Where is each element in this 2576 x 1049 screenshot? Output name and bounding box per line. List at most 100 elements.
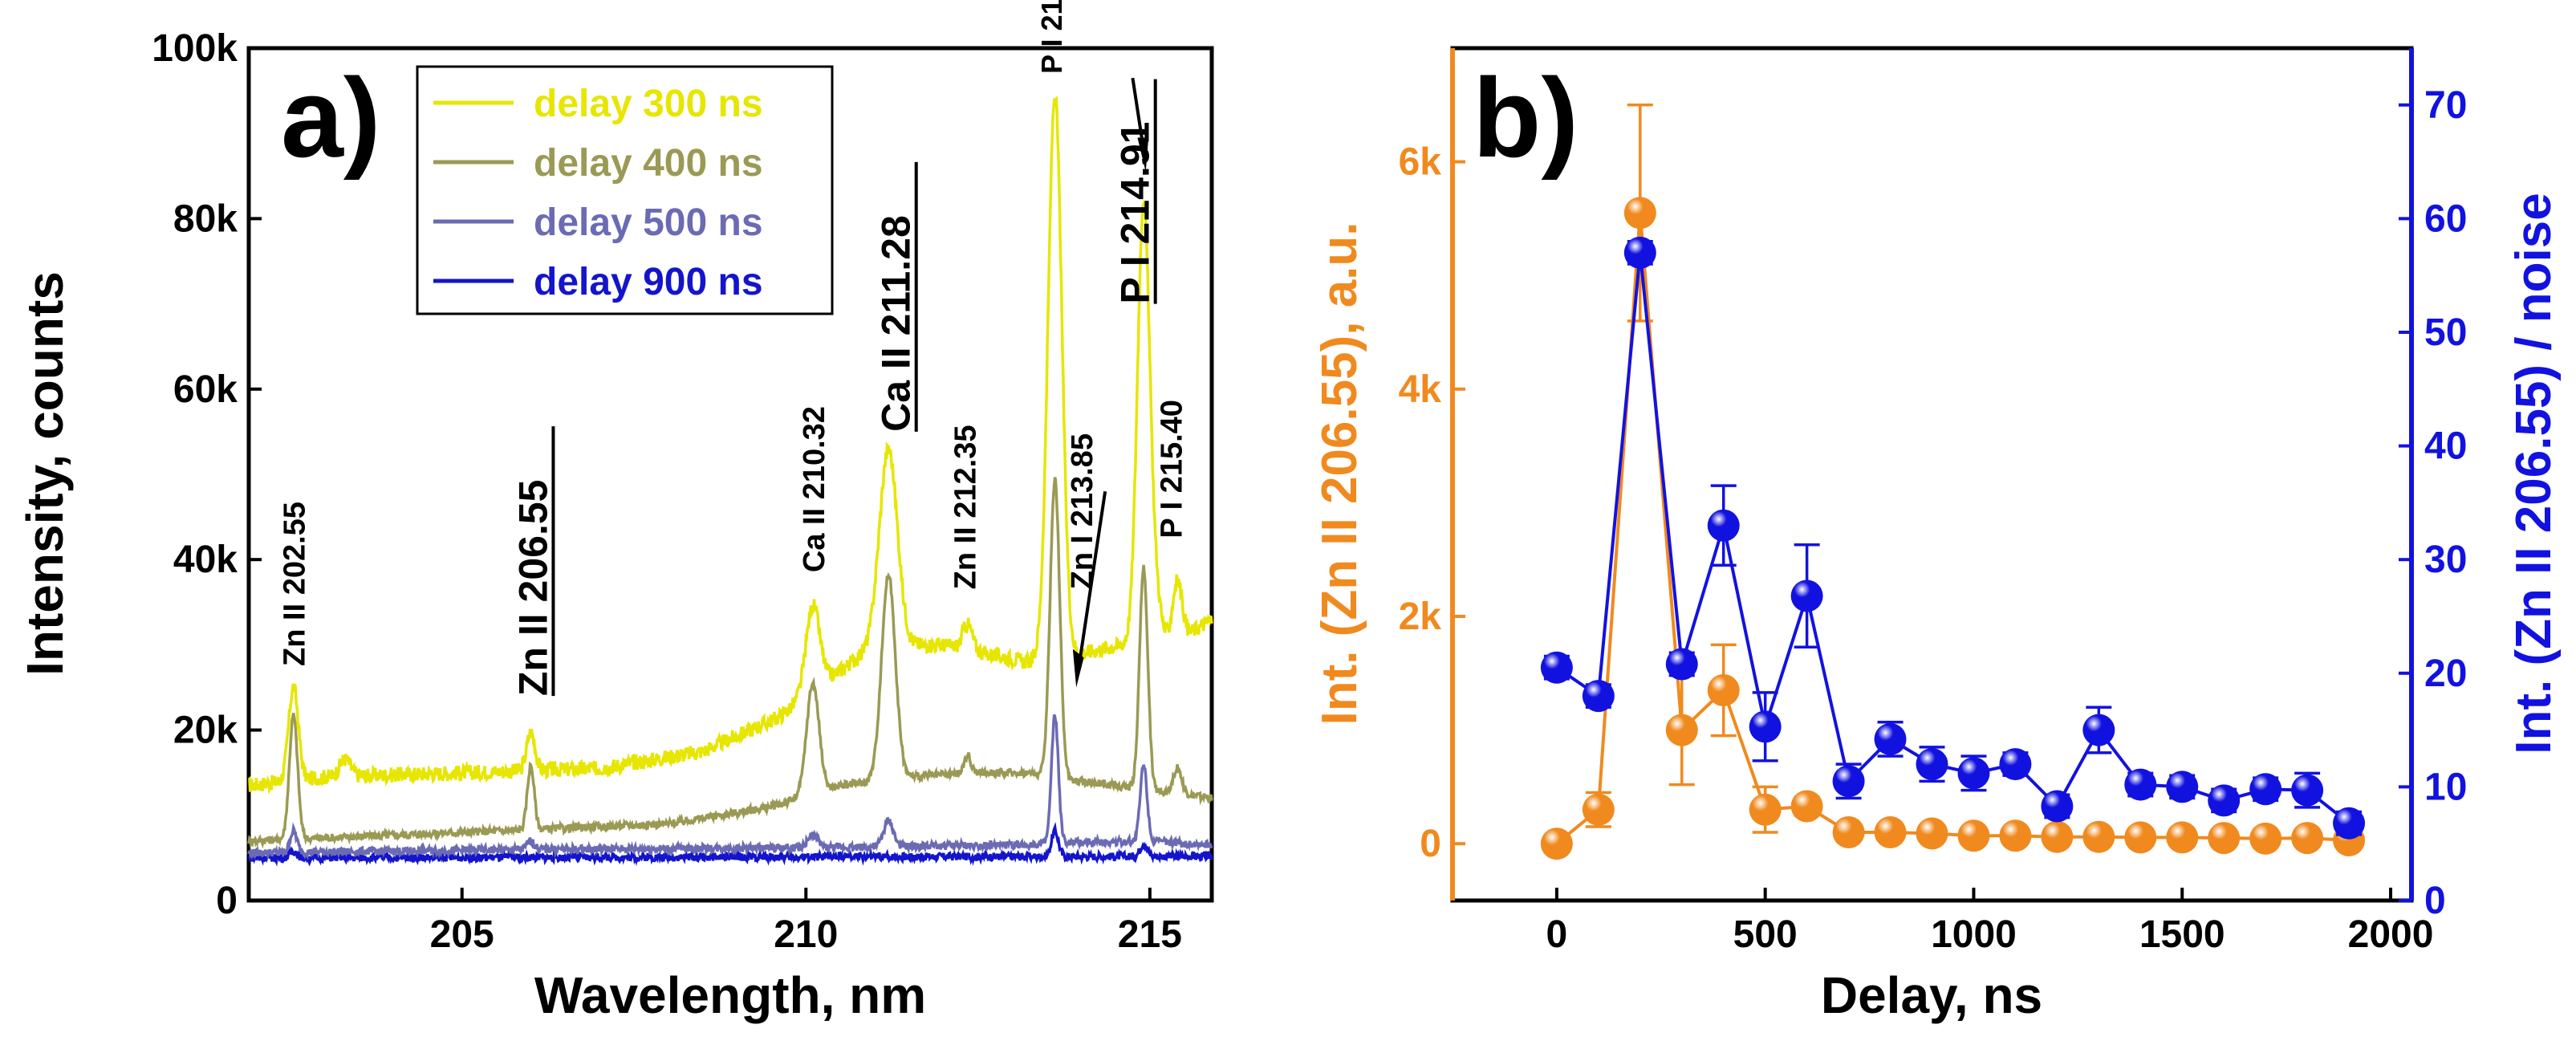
legend-entry: delay 500 ns xyxy=(534,201,763,244)
y-right-tick-label: 50 xyxy=(2424,311,2467,354)
data-point xyxy=(1707,674,1740,707)
panel-a-ylabel: Intensity, counts xyxy=(16,271,74,676)
panel-b-ylabel-right: Int. (Zn II 206.55) / noise xyxy=(2506,193,2562,754)
peak-annotation-text: P I 215.40 xyxy=(1156,400,1189,539)
arrow-head xyxy=(1137,137,1149,172)
x-tick-label: 0 xyxy=(1546,913,1568,956)
panel-b-series xyxy=(1540,104,2366,860)
arrow-zn-213-85 xyxy=(1076,490,1107,671)
y-right-tick-label: 40 xyxy=(2424,425,2467,468)
data-point xyxy=(1832,765,1865,798)
y-tick-label: 80k xyxy=(173,197,238,240)
data-point xyxy=(1790,790,1823,823)
legend-entry: delay 400 ns xyxy=(534,142,763,185)
peak-annotation-text: Zn II 206.55 xyxy=(510,480,555,697)
data-point xyxy=(1832,816,1865,849)
panel-b-xlabel: Delay, ns xyxy=(1821,966,2042,1024)
panel-a: Zn II 202.55 Zn II 206.55 Ca II 210.32 Ca I… xyxy=(16,0,1214,1024)
data-point xyxy=(1874,722,1907,755)
data-point xyxy=(1582,793,1615,826)
y-right-tick-label: 30 xyxy=(2424,539,2467,581)
peak-annotation-text: Zn II 202.55 xyxy=(278,502,312,666)
y-left-tick-label: 6k xyxy=(1399,141,1442,184)
data-point xyxy=(2166,821,2199,854)
spectrum-line-delay-300-ns xyxy=(247,96,1213,795)
y-right-tick-label: 20 xyxy=(2424,653,2467,695)
data-point xyxy=(2249,773,2282,806)
y-right-tick-label: 70 xyxy=(2424,84,2467,127)
peak-annotation-text: Zn II 212.35 xyxy=(949,425,982,589)
spectrum-line-delay-500-ns xyxy=(247,714,1213,860)
peak-annotation: Zn II 212.35 xyxy=(949,425,982,589)
data-point xyxy=(2208,822,2241,855)
data-point xyxy=(1749,793,1782,826)
data-point xyxy=(1540,651,1573,684)
data-point xyxy=(1957,819,1990,852)
legend-box xyxy=(416,65,834,315)
data-point xyxy=(1623,236,1656,269)
data-point xyxy=(2333,807,2366,840)
y-left-tick-label: 2k xyxy=(1399,596,1442,638)
x-tick-label: 500 xyxy=(1733,913,1798,956)
data-point xyxy=(1957,757,1990,790)
data-point xyxy=(2249,822,2282,855)
y-tick-label: 40k xyxy=(173,539,238,581)
peak-annotation-text: P I 213.62 xyxy=(1035,0,1068,74)
legend-entry: delay 300 ns xyxy=(534,83,763,125)
panel-a-legend: delay 300 ns delay 400 ns delay 500 ns dela… xyxy=(416,65,834,315)
peak-annotation-text: Ca II 210.32 xyxy=(798,406,831,572)
panel-a-annotations: Zn II 202.55 Zn II 206.55 Ca II 210.32 Ca I… xyxy=(278,0,1189,697)
x-tick-label: 215 xyxy=(1118,913,1182,956)
data-point xyxy=(1707,509,1740,542)
y-tick-label: 0 xyxy=(216,880,238,922)
peak-annotation: Ca II 210.32 xyxy=(798,406,831,572)
y-tick-label: 100k xyxy=(152,27,238,70)
data-point xyxy=(1540,827,1573,860)
data-point xyxy=(2041,790,2074,823)
panel-b-ylabel-left: Int. (Zn II 206.55), a.u. xyxy=(1312,222,1367,725)
data-point xyxy=(1665,648,1698,681)
peak-annotation-text: P I 214.91 xyxy=(1113,122,1158,304)
peak-annotation: P I 214.91 xyxy=(1113,79,1158,304)
panel-a-frame xyxy=(246,46,1214,903)
x-tick-label: 1500 xyxy=(2139,913,2225,956)
data-point xyxy=(2208,784,2241,817)
panel-a-ticks: 205 210 215 0 20k 40k 60k 80k 100k xyxy=(152,27,1182,956)
data-point xyxy=(1874,816,1907,849)
x-tick-label: 210 xyxy=(774,913,838,956)
data-point xyxy=(1916,748,1948,781)
data-point xyxy=(2291,822,2324,855)
peak-annotation: Zn II 206.55 xyxy=(510,426,555,697)
peak-annotation: Zn II 202.55 xyxy=(278,502,312,666)
data-point xyxy=(2041,820,2074,853)
data-point xyxy=(2082,820,2115,853)
panel-a-label: a) xyxy=(281,55,380,181)
y-left-tick-label: 0 xyxy=(1420,823,1441,865)
panel-b-label: b) xyxy=(1473,55,1579,181)
data-point xyxy=(1916,817,1948,850)
x-tick-label: 205 xyxy=(430,913,494,956)
peak-annotation: P I 213.62 xyxy=(1035,0,1068,74)
data-point xyxy=(1749,710,1782,743)
data-point xyxy=(2082,714,2115,746)
spectrum-line-delay-900-ns xyxy=(248,821,1213,867)
series-line xyxy=(1555,213,2350,845)
x-tick-label: 2000 xyxy=(2348,913,2434,956)
legend-entry: delay 900 ns xyxy=(534,261,763,303)
arrow-head xyxy=(1072,649,1084,688)
data-point xyxy=(2291,774,2324,807)
y-right-tick-label: 0 xyxy=(2424,880,2446,922)
series-blue xyxy=(1540,236,2366,840)
data-point xyxy=(1999,748,2032,781)
panel-a-series xyxy=(247,96,1213,867)
data-point xyxy=(1623,197,1656,230)
data-point xyxy=(1790,579,1823,612)
data-point xyxy=(2166,770,2199,803)
y-right-tick-label: 60 xyxy=(2424,197,2467,240)
data-point xyxy=(2124,768,2157,801)
spectrum-line-delay-400-ns xyxy=(247,477,1213,850)
y-tick-label: 20k xyxy=(173,709,238,752)
